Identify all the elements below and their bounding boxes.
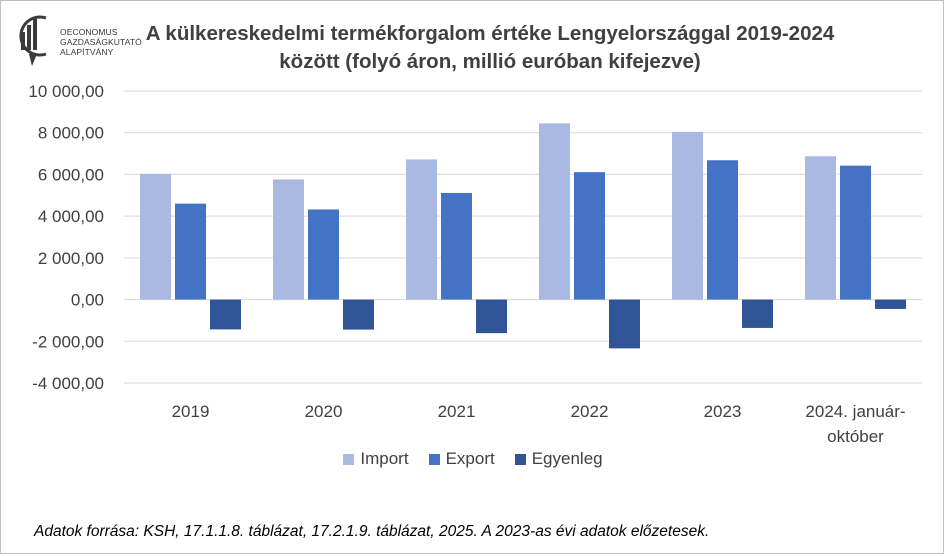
legend-item-import: Import <box>343 449 409 469</box>
oeconomus-logo: OECONOMUS GAZDASÁGKUTATÓ ALAPÍTVÁNY <box>12 10 142 68</box>
x-tick-label: október <box>827 427 884 446</box>
legend-label-import: Import <box>360 449 409 468</box>
logo-line: GAZDASÁGKUTATÓ <box>60 37 142 47</box>
bar-export <box>574 172 605 300</box>
chart-title-line: között (folyó áron, millió euróban kifej… <box>279 50 701 73</box>
bar-egyenleg <box>742 299 773 328</box>
source-footnote: Adatok forrása: KSH, 17.1.1.8. táblázat,… <box>34 523 710 540</box>
legend-item-export: Export <box>428 449 495 469</box>
legend-swatch-import <box>343 453 355 465</box>
y-tick-label: 2 000,00 <box>38 249 104 268</box>
bar-import <box>406 159 437 300</box>
bar-export <box>175 203 206 300</box>
bar-import <box>539 123 570 300</box>
bar-export <box>441 192 472 300</box>
y-tick-label: -4 000,00 <box>32 374 104 393</box>
logo-line: ALAPÍTVÁNY <box>60 47 114 57</box>
chart-title-line: A külkereskedelmi termékforgalom értéke … <box>145 22 835 45</box>
bar-export <box>840 165 871 300</box>
y-tick-label: 8 000,00 <box>38 124 104 143</box>
x-tick-label: 2024. január- <box>805 402 905 421</box>
y-tick-label: 4 000,00 <box>38 207 104 226</box>
y-tick-label: -2 000,00 <box>32 332 104 351</box>
bar-egyenleg <box>343 299 374 330</box>
x-tick-label: 2019 <box>172 402 210 421</box>
bar-export <box>308 209 339 300</box>
bar-egyenleg <box>476 299 507 334</box>
bar-egyenleg <box>875 299 906 309</box>
x-tick-label: 2023 <box>704 402 742 421</box>
y-tick-label: 10 000,00 <box>28 82 104 101</box>
legend-label-export: Export <box>445 449 495 468</box>
bar-import <box>672 131 703 300</box>
bar-import <box>805 156 836 300</box>
chart-legend: Import Export Egyenleg <box>0 449 946 469</box>
chart-title: A külkereskedelmi termékforgalom értéke … <box>100 20 880 76</box>
y-tick-label: 0,00 <box>71 291 104 310</box>
x-tick-label: 2020 <box>305 402 343 421</box>
legend-label-egyenleg: Egyenleg <box>531 449 603 468</box>
x-tick-label: 2021 <box>438 402 476 421</box>
logo-icon <box>19 15 47 66</box>
legend-swatch-export <box>428 453 440 465</box>
y-tick-label: 6 000,00 <box>38 165 104 184</box>
bar-import <box>140 173 171 300</box>
logo-text: OECONOMUS GAZDASÁGKUTATÓ ALAPÍTVÁNY <box>60 27 142 57</box>
legend-item-egyenleg: Egyenleg <box>514 449 603 469</box>
bar-egyenleg <box>609 299 640 349</box>
logo-line: OECONOMUS <box>60 27 118 37</box>
x-tick-label: 2022 <box>571 402 609 421</box>
bar-import <box>273 179 304 300</box>
bar-export <box>707 160 738 300</box>
legend-swatch-egyenleg <box>514 453 526 465</box>
bar-egyenleg <box>210 299 241 330</box>
